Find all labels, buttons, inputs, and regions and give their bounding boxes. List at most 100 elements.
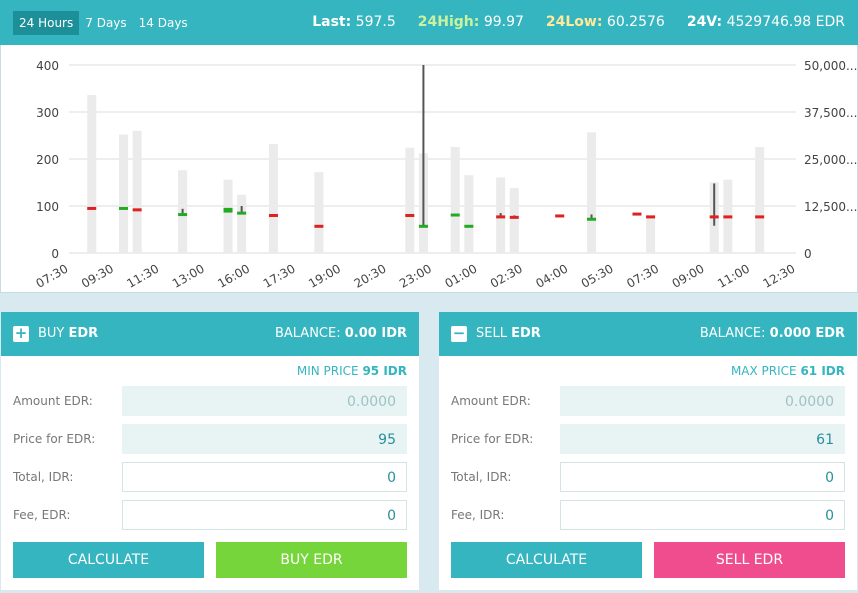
x-tick-label: 09:00	[670, 261, 707, 290]
tab-14-days[interactable]: 14 Days	[138, 16, 188, 30]
x-tick-label: 02:30	[488, 261, 525, 290]
buy-edr-button[interactable]: BUY EDR	[216, 542, 407, 578]
candle-body	[632, 212, 642, 216]
volume-bar	[646, 215, 656, 253]
sell-amount-label: Amount EDR:	[451, 394, 531, 408]
minus-icon[interactable]: −	[451, 324, 467, 342]
sell-price-row: Price for EDR: 61	[451, 424, 845, 454]
buy-panel: + BUY EDR BALANCE: 0.00 IDR MIN PRICE 95…	[1, 312, 419, 590]
sell-fee-field[interactable]: 0	[560, 500, 845, 530]
sell-amount-input[interactable]: 0.0000	[560, 386, 845, 416]
stat-last: Last: 597.5	[312, 14, 396, 30]
y-tick-label: 400	[36, 59, 59, 73]
x-tick-label: 01:00	[442, 261, 479, 290]
volume-bar	[587, 132, 597, 253]
buy-panel-header: + BUY EDR BALANCE: 0.00 IDR	[1, 312, 419, 356]
x-tick-label: 12:30	[761, 261, 798, 290]
sell-edr-button[interactable]: SELL EDR	[654, 542, 845, 578]
volume-bar	[314, 172, 324, 253]
candlestick-chart: 400 300 200 100 0 50,000... 37,500... 25,000...…	[34, 59, 857, 291]
buy-total-row: Total, IDR: 0	[13, 462, 407, 492]
x-tick-label: 19:00	[306, 261, 343, 290]
min-price: MIN PRICE 95 IDR	[296, 364, 407, 378]
buy-price-label: Price for EDR:	[13, 432, 96, 446]
candle-body	[723, 215, 733, 219]
sell-panel-header: − SELL EDR BALANCE: 0.000 EDR	[439, 312, 857, 356]
y-tick-label: 300	[36, 106, 59, 120]
candle-body	[555, 214, 565, 218]
candle-body	[709, 215, 719, 219]
buy-fee-label: Fee, EDR:	[13, 508, 71, 522]
volume-bar	[132, 130, 142, 253]
volume-bar	[450, 146, 460, 253]
candle-body	[418, 224, 428, 228]
candle-body	[646, 215, 656, 219]
sell-total-label: Total, IDR:	[451, 470, 512, 484]
x-tick-label: 04:00	[533, 261, 570, 290]
x-tick-label: 07:30	[624, 261, 661, 290]
volume-bar	[237, 194, 247, 253]
x-tick-label: 05:30	[579, 261, 616, 290]
market-header: 24 Hours 7 Days 14 Days Last: 597.5 24Hi…	[0, 0, 858, 45]
sell-total-row: Total, IDR: 0	[451, 462, 845, 492]
x-tick-label: 09:30	[79, 261, 116, 290]
volume-bar	[119, 134, 129, 253]
sell-title: SELL EDR	[476, 326, 541, 341]
x-tick-label: 17:30	[261, 261, 298, 290]
y2-tick-label: 12,500...	[804, 200, 857, 214]
buy-fee-row: Fee, EDR: 0	[13, 500, 407, 530]
volume-bar	[509, 187, 519, 253]
y2-tick-label: 25,000...	[804, 153, 857, 167]
buy-amount-input[interactable]: 0.0000	[122, 386, 407, 416]
sell-fee-label: Fee, IDR:	[451, 508, 505, 522]
buy-price-input[interactable]: 95	[122, 424, 407, 454]
buy-total-label: Total, IDR:	[13, 470, 74, 484]
y2-tick-label: 0	[804, 247, 812, 261]
candle-body	[178, 213, 188, 217]
buy-calculate-button[interactable]: CALCULATE	[13, 542, 204, 578]
sell-total-field[interactable]: 0	[560, 462, 845, 492]
x-tick-label: 16:00	[215, 261, 252, 290]
buy-title: BUY EDR	[38, 326, 99, 341]
tab-24-hours[interactable]: 24 Hours	[13, 11, 80, 35]
buy-price-row: Price for EDR: 95	[13, 424, 407, 454]
market-stats: Last: 597.5 24High: 99.97 24Low: 60.2576…	[312, 0, 845, 45]
candle-body	[132, 208, 142, 212]
candle-body	[314, 224, 324, 228]
sell-price-input[interactable]: 61	[560, 424, 845, 454]
candle-body	[119, 206, 129, 210]
sell-balance: BALANCE: 0.000 EDR	[699, 326, 845, 341]
volume-bar	[755, 146, 765, 253]
stat-24high: 24High: 99.97	[417, 14, 524, 30]
sell-fee-row: Fee, IDR: 0	[451, 500, 845, 530]
candle-body	[509, 215, 519, 219]
max-price: MAX PRICE 61 IDR	[730, 364, 845, 378]
sell-calculate-button[interactable]: CALCULATE	[451, 542, 642, 578]
buy-amount-label: Amount EDR:	[13, 394, 93, 408]
tab-7-days[interactable]: 7 Days	[85, 16, 127, 30]
sell-amount-row: Amount EDR: 0.0000	[451, 386, 845, 416]
period-tabs: 24 Hours 7 Days 14 Days	[13, 11, 194, 35]
candle-body	[223, 207, 233, 213]
volume-bar	[268, 143, 278, 253]
x-tick-label: 23:00	[397, 261, 434, 290]
buy-total-field[interactable]: 0	[122, 462, 407, 492]
candle-body	[464, 224, 474, 228]
candle-body	[450, 213, 460, 217]
buy-fee-field[interactable]: 0	[122, 500, 407, 530]
y-tick-label: 0	[51, 247, 59, 261]
candle-body	[87, 206, 97, 210]
y-tick-label: 100	[36, 200, 59, 214]
volume-bar	[405, 147, 415, 253]
plus-icon[interactable]: +	[13, 324, 29, 342]
buy-amount-row: Amount EDR: 0.0000	[13, 386, 407, 416]
x-tick-label: 13:00	[170, 261, 207, 290]
y2-tick-label: 50,000...	[804, 59, 857, 73]
candle-body	[496, 215, 506, 219]
candle-body	[587, 217, 597, 221]
stat-24volume: 24V: 4529746.98 EDR	[686, 14, 845, 30]
candle-body	[755, 215, 765, 219]
y-tick-label: 200	[36, 153, 59, 167]
volume-bar	[464, 175, 474, 253]
price-chart: 400 300 200 100 0 50,000... 37,500... 25,000...…	[0, 45, 858, 293]
